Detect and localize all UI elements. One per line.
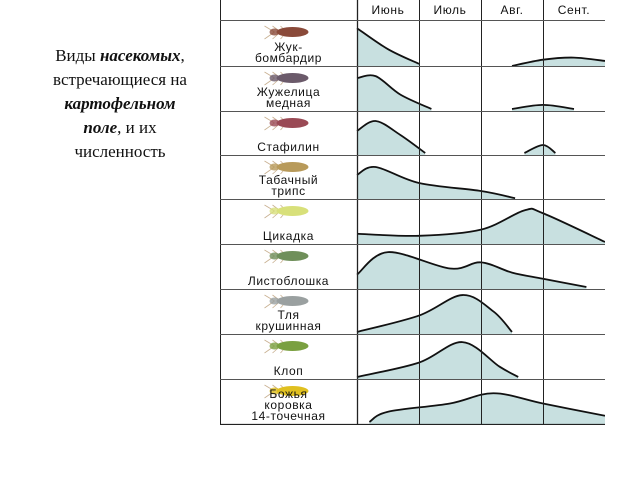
month-header: Июнь [372, 3, 405, 17]
species-label: Табачный [259, 173, 318, 187]
species-label: бомбардир [255, 51, 322, 65]
species-label: Стафилин [257, 140, 319, 154]
abundance-curve [356, 251, 587, 288]
species-label: коровка [264, 398, 312, 412]
abundance-curve [356, 120, 426, 154]
month-header: Авг. [500, 3, 523, 17]
abundance-area [357, 120, 426, 155]
copper-ground-beetle-icon [264, 71, 309, 86]
species-label: Тля [277, 308, 299, 322]
title-line-4: поле, и их [22, 116, 218, 140]
species-label: медная [266, 96, 311, 110]
chart-canvas: Июнь Июль Авг. Сент. Жук-бомбардир Жужелицаме… [220, 0, 605, 425]
insect-abundance-chart: Июнь Июль Авг. Сент. Жук-бомбардир Жужелица ме… [220, 0, 605, 425]
abundance-curve [356, 207, 605, 243]
title-line-2: встречающиеся на [53, 70, 187, 89]
bug-icon [264, 339, 309, 354]
month-header: Июль [433, 3, 466, 17]
abundance-area [357, 252, 587, 289]
species-label: Цикадка [263, 229, 314, 243]
title-line-3: картофельном [22, 92, 218, 116]
species-label: Листоблошка [248, 274, 329, 288]
ladybird-icon [264, 384, 309, 399]
abundance-curve [368, 392, 605, 423]
species-label: Клоп [274, 364, 304, 378]
abundance-curve [511, 56, 605, 67]
title-line-1: Виды насекомых, [22, 44, 218, 68]
species-label: 14-точечная [251, 409, 325, 423]
abundance-area [369, 393, 605, 424]
ground-beetle-icon [264, 25, 309, 40]
abundance-area [512, 57, 605, 66]
species-label: крушинная [256, 319, 322, 333]
title-text: Виды [55, 46, 100, 65]
title-emphasis: поле [83, 118, 118, 137]
abundance-area [357, 166, 516, 199]
thrips-icon [264, 160, 309, 175]
title-text: , и их [117, 118, 157, 137]
leafhopper-icon [264, 204, 309, 219]
species-label: Божья [269, 387, 307, 401]
title-emphasis: насекомых [99, 46, 181, 65]
aphid-icon [264, 294, 309, 309]
page-title: Виды насекомых, встречающиеся на картофе… [22, 44, 218, 164]
rove-beetle-icon [264, 116, 309, 131]
abundance-curve [356, 27, 420, 65]
abundance-area [357, 342, 519, 379]
title-line-5: численность [74, 142, 166, 161]
species-label: трипс [271, 184, 305, 198]
species-label: Жук- [274, 40, 303, 54]
title-emphasis: картофельном [64, 94, 176, 113]
month-header: Сент. [558, 3, 590, 17]
abundance-area [357, 75, 432, 111]
title-text: , [180, 46, 185, 65]
abundance-curve [356, 74, 432, 110]
abundance-area [357, 28, 419, 66]
abundance-curve [356, 294, 513, 333]
species-label: Жужелица [257, 85, 320, 99]
abundance-curve [356, 341, 519, 378]
abundance-area [357, 295, 512, 334]
psyllid-icon [264, 249, 309, 264]
